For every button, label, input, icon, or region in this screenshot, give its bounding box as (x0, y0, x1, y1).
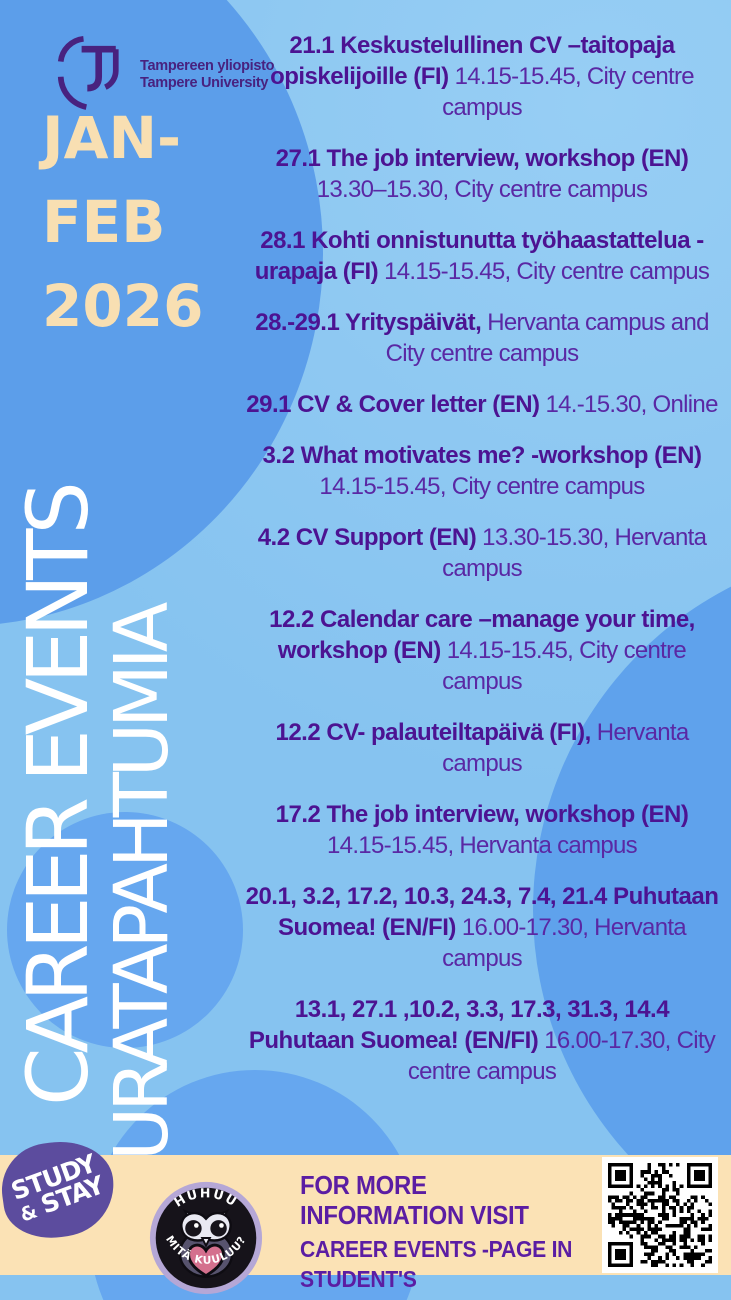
tampere-university-logo-icon (56, 32, 130, 117)
event-title: 21.1 Keskustelullinen CV –taitopaja opis… (270, 32, 675, 90)
owl-eye-glint-right (219, 1223, 224, 1228)
event-item: 27.1 The job interview, workshop (EN) 13… (243, 143, 721, 205)
vertical-title-uratapahtumia: URATAPAHTUMIA (99, 606, 185, 1161)
event-details: Hervanta campus (442, 719, 689, 777)
date-line-1: JAN- (42, 104, 182, 172)
info-line-3: GUIDE (300, 1294, 585, 1300)
background-circle-bottom-left (7, 812, 243, 1048)
owl-heart (187, 1243, 225, 1278)
owl-beak (200, 1237, 212, 1248)
owl-eye-right (210, 1220, 227, 1237)
event-title: 3.2 What motivates me? -workshop (EN) (262, 442, 702, 469)
event-title: 28.-29.1 Yrityspäivät, (255, 309, 482, 336)
date-line-3: 2026 (42, 272, 204, 340)
event-list: 21.1 Keskustelullinen CV –taitopaja opis… (243, 30, 721, 1087)
owl-mascot-badge: HUHUU MITÄ KUULUU? (148, 1180, 264, 1296)
event-item: 20.1, 3.2, 17.2, 10.3, 24.3, 7.4, 21.4 P… (243, 881, 721, 974)
event-title: 13.1, 27.1 ,10.2, 3.3, 17.3, 31.3, 14.4 … (248, 996, 670, 1054)
event-title: 28.1 Kohti onnistunutta työhaastattelua … (254, 227, 705, 285)
info-line-1: FOR MORE INFORMATION VISIT (300, 1170, 529, 1230)
study-and-stay-label: STUDY & STAY (8, 1149, 108, 1228)
event-item: 28.1 Kohti onnistunutta työhaastattelua … (243, 225, 721, 287)
qr-code (602, 1157, 718, 1273)
event-details: 16.00-17.30, City centre campus (407, 1027, 716, 1085)
event-details: 14.15-15.45, City centre campus (319, 473, 645, 500)
event-item: 17.2 The job interview, workshop (EN) 14… (243, 799, 721, 861)
event-details: 14.-15.30, Online (545, 391, 719, 418)
event-details: 14.15-15.45, Hervanta campus (327, 832, 638, 859)
info-line-2: CAREER EVENTS -PAGE IN STUDENT'S (300, 1236, 573, 1292)
event-details: 14.15-15.45, City centre campus (442, 637, 687, 695)
event-details: 16.00-17.30, Hervanta campus (442, 914, 687, 972)
event-details: 14.15-15.45, City centre campus (442, 63, 695, 121)
event-item: 4.2 CV Support (EN) 13.30-15.30, Hervant… (243, 522, 721, 584)
logo-wordmark: Tampereen yliopisto Tampere University (140, 58, 275, 91)
date-line-2: FEB (42, 188, 166, 256)
event-item: 12.2 CV- palauteiltapäivä (FI), Hervanta… (243, 717, 721, 779)
event-details: 13.30-15.30, Hervanta campus (442, 524, 707, 582)
event-item: 3.2 What motivates me? -workshop (EN) 14… (243, 440, 721, 502)
date-range: JAN- FEB 2026 (42, 96, 203, 348)
footer-info-text: FOR MORE INFORMATION VISIT CAREER EVENTS… (300, 1170, 585, 1300)
tampere-university-logo: Tampereen yliopisto Tampere University (56, 32, 275, 117)
event-title: 12.2 Calendar care –manage your time, wo… (269, 606, 695, 664)
owl-eye-glint-left (194, 1223, 199, 1228)
event-title: 12.2 CV- palauteiltapäivä (FI), (275, 719, 591, 746)
event-title: 27.1 The job interview, workshop (EN) (275, 145, 689, 172)
event-title: 17.2 The job interview, workshop (EN) (275, 801, 689, 828)
vertical-title-career-events: CAREER EVENTS (9, 487, 107, 1106)
badge-ampersand: & (17, 1200, 40, 1227)
event-title: 29.1 CV & Cover letter (EN) (246, 391, 540, 418)
event-item: 13.1, 27.1 ,10.2, 3.3, 17.3, 31.3, 14.4 … (243, 994, 721, 1087)
logo-line-en: Tampere University (140, 74, 269, 91)
owl-eye-left (185, 1220, 202, 1237)
event-details: 14.15-15.45, City centre campus (384, 258, 710, 285)
event-title: 4.2 CV Support (EN) (257, 524, 477, 551)
event-item: 28.-29.1 Yrityspäivät, Hervanta campus a… (243, 307, 721, 369)
logo-line-fi: Tampereen yliopisto (140, 58, 275, 74)
event-item: 12.2 Calendar care –manage your time, wo… (243, 604, 721, 697)
event-details: Hervanta campus and City centre campus (385, 309, 710, 367)
event-title: 20.1, 3.2, 17.2, 10.3, 24.3, 7.4, 21.4 P… (245, 883, 719, 941)
event-details: 13.30–15.30, City centre campus (316, 176, 648, 203)
event-item: 29.1 CV & Cover letter (EN) 14.-15.30, O… (243, 389, 721, 420)
event-item: 21.1 Keskustelullinen CV –taitopaja opis… (243, 30, 721, 123)
